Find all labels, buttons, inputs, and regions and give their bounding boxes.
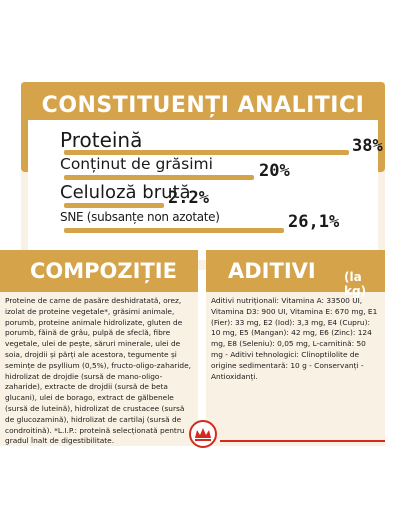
- fat-value: 20%: [259, 161, 290, 181]
- nfe-value: 26,1%: [288, 212, 340, 232]
- royal-canin-crown-icon: [189, 420, 217, 448]
- additives-box: ADITIVI (la kg) Aditivi nutriționali: Vi…: [206, 250, 385, 446]
- fiber-bar: [64, 203, 164, 208]
- protein-bar: [64, 150, 349, 155]
- fat-bar: [64, 175, 254, 180]
- additives-unit: (la kg): [344, 270, 367, 298]
- composition-text: Proteine de carne de pasăre deshidratată…: [5, 296, 191, 446]
- composition-title: COMPOZIȚIE: [30, 259, 177, 283]
- nfe-label: SNE (subsanțe non azotate): [60, 210, 220, 224]
- analytics-content: [28, 120, 378, 260]
- analytics-title: CONSTITUENȚI ANALITICI: [41, 93, 365, 118]
- additives-header: [206, 250, 385, 292]
- composition-box: COMPOZIȚIE Proteine de carne de pasăre d…: [0, 250, 198, 446]
- additives-title: ADITIVI: [228, 259, 316, 283]
- brand-red-line: [220, 440, 385, 442]
- nfe-bar: [64, 228, 284, 233]
- fiber-value: 2.2%: [168, 188, 209, 208]
- protein-value: 38%: [352, 136, 383, 156]
- composition-header: [0, 250, 198, 292]
- protein-label: Proteină: [60, 128, 143, 152]
- additives-text: Aditivi nutriționali: Vitamina A: 33500 …: [211, 296, 378, 381]
- fiber-label: Celuloză brută: [60, 182, 191, 203]
- fat-label: Conținut de grăsimi: [60, 155, 213, 173]
